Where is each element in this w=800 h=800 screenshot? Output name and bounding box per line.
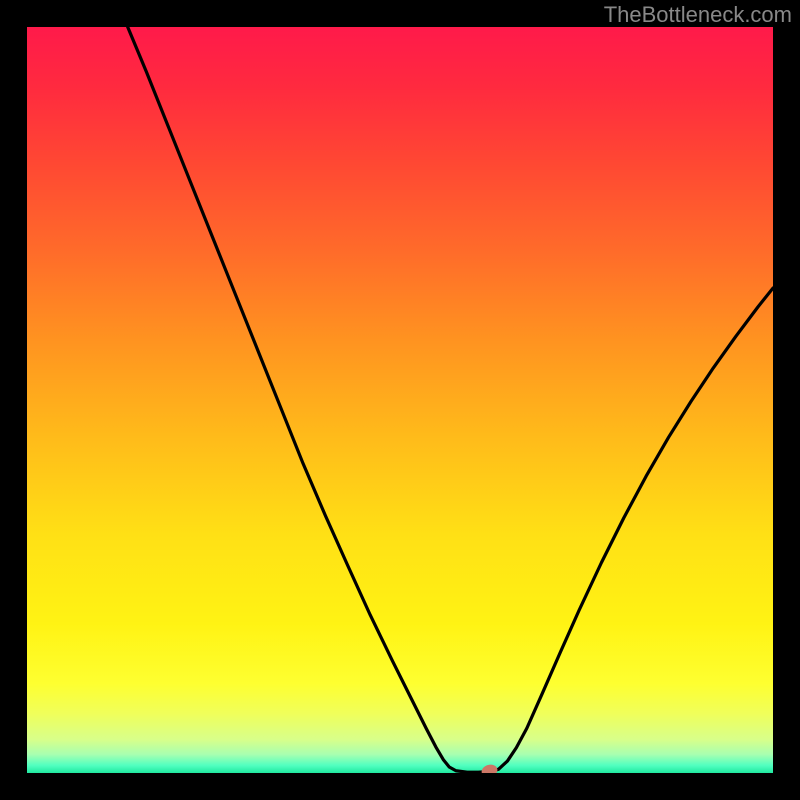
- gradient-background: [27, 27, 773, 773]
- watermark-text: TheBottleneck.com: [604, 2, 792, 28]
- chart-container: TheBottleneck.com: [0, 0, 800, 800]
- bottleneck-chart: [0, 0, 800, 800]
